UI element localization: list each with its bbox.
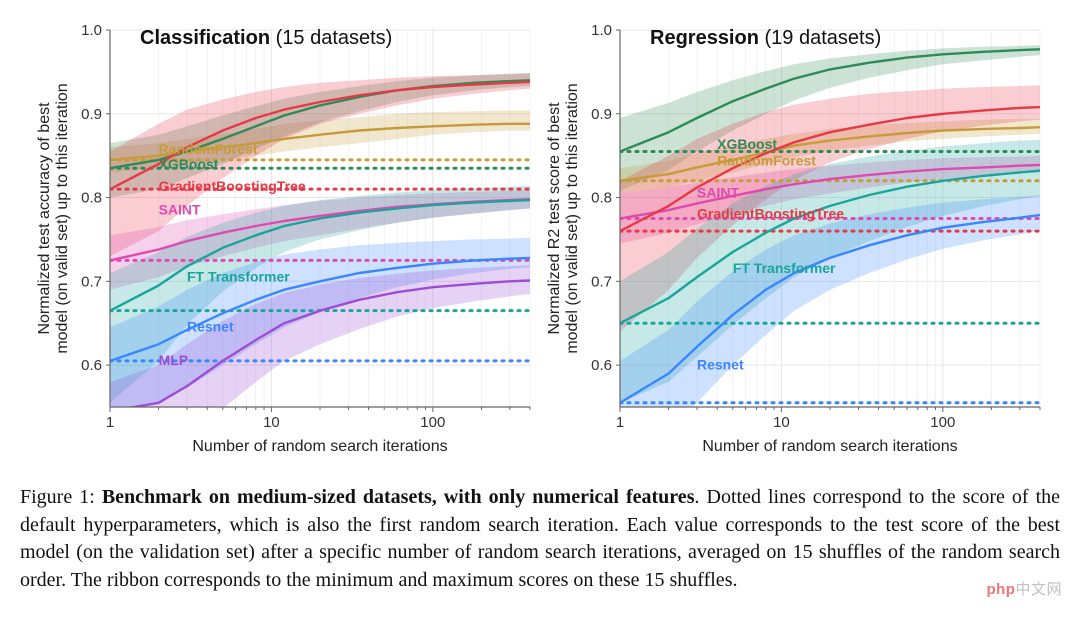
series-label-Resnet: Resnet xyxy=(187,319,234,335)
caption-bold: Benchmark on medium-sized datasets, with… xyxy=(102,486,695,508)
ytick-label: 0.7 xyxy=(591,273,612,290)
chart-classification: 0.6 0.7 0.8 0.9 1.0 1 10 100 Number of random se… xyxy=(30,12,540,472)
ytick-label: 0.8 xyxy=(591,190,612,207)
y-axis-label: Normalized test accuracy of bestmodel (o… xyxy=(36,83,71,353)
series-label-SAINT: SAINT xyxy=(697,185,739,201)
series-label-XGBoost: XGBoost xyxy=(717,136,777,152)
ytick-label: 0.6 xyxy=(591,357,612,374)
panel-classification: 0.6 0.7 0.8 0.9 1.0 1 10 100 Number of random se… xyxy=(30,12,540,472)
ytick-label: 0.8 xyxy=(81,190,102,207)
xtick-label: 1 xyxy=(616,414,624,431)
series-label-GradientBoostingTree: GradientBoostingTree xyxy=(159,178,306,194)
series-label-FT Transformer: FT Transformer xyxy=(187,268,290,284)
x-axis-label: Number of random search iterations xyxy=(702,438,957,455)
series-label-GradientBoostingTree: GradientBoostingTree xyxy=(697,206,844,222)
series-label-FT Transformer: FT Transformer xyxy=(733,260,836,276)
series-label-SAINT: SAINT xyxy=(159,201,201,217)
xtick-label: 10 xyxy=(773,414,790,431)
x-axis-label: Number of random search iterations xyxy=(192,438,447,455)
ytick-label: 0.9 xyxy=(591,106,612,123)
watermark-cn: 中文网 xyxy=(1015,581,1062,598)
ytick-label: 1.0 xyxy=(591,22,612,39)
xtick-label: 1 xyxy=(106,414,114,431)
ytick-label: 1.0 xyxy=(81,22,102,39)
chart-row: 0.6 0.7 0.8 0.9 1.0 1 10 100 Number of random se… xyxy=(20,12,1060,472)
series-label-MLP: MLP xyxy=(159,352,189,368)
xtick-label: 100 xyxy=(930,414,955,431)
ytick-label: 0.6 xyxy=(81,357,102,374)
watermark-php: php xyxy=(986,581,1015,598)
ytick-label: 0.9 xyxy=(81,106,102,123)
figure-caption: Figure 1: Benchmark on medium-sized data… xyxy=(20,484,1060,594)
series-label-Resnet: Resnet xyxy=(697,356,744,372)
caption-lead: Figure 1: xyxy=(20,486,102,508)
xtick-label: 100 xyxy=(420,414,445,431)
series-label-XGBoost: XGBoost xyxy=(159,156,219,172)
panel-title: Classification (15 datasets) xyxy=(140,27,392,49)
panel-title: Regression (19 datasets) xyxy=(650,27,881,49)
y-axis-label: Normalized R2 test score of bestmodel (o… xyxy=(546,83,581,353)
xtick-label: 10 xyxy=(263,414,280,431)
series-label-RandomForest: RandomForest xyxy=(159,141,258,157)
chart-regression: 0.6 0.7 0.8 0.9 1.0 1 10 100 Number of random se… xyxy=(540,12,1050,472)
watermark: php中文网 xyxy=(986,578,1062,599)
series-label-RandomForest: RandomForest xyxy=(717,153,816,169)
ytick-label: 0.7 xyxy=(81,273,102,290)
panel-regression: 0.6 0.7 0.8 0.9 1.0 1 10 100 Number of random se… xyxy=(540,12,1050,472)
